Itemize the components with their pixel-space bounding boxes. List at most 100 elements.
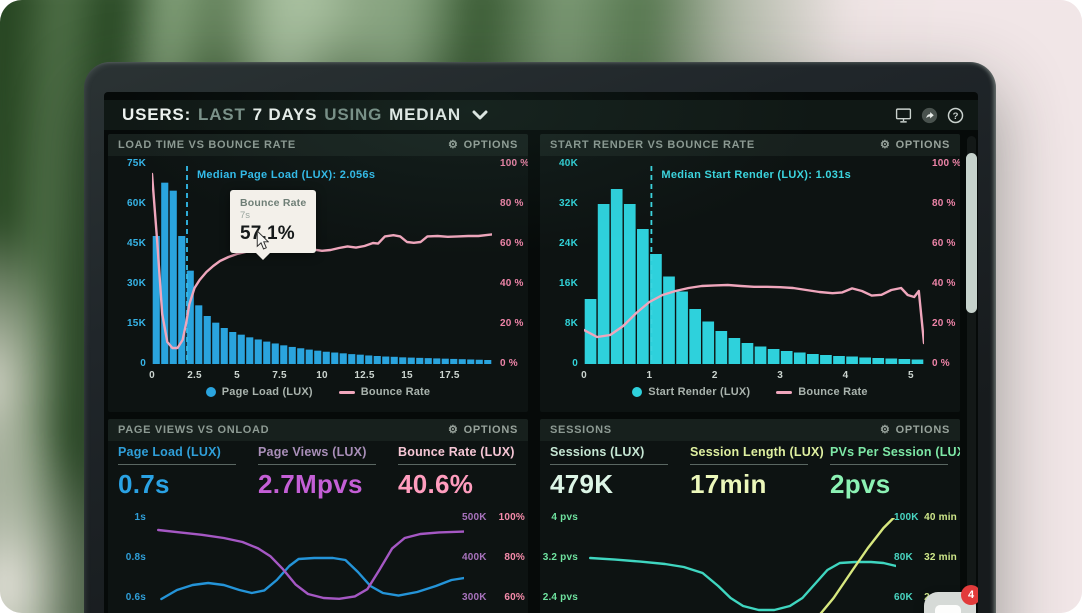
panel-header: SESSIONS ⚙ OPTIONS: [540, 419, 960, 441]
chat-window-icon: [935, 605, 961, 613]
y-axis-tick: 15K: [127, 318, 146, 329]
dropdown-label: USERS:: [122, 105, 192, 124]
metric-value: 0.7s: [118, 469, 170, 499]
x-axis-tick: 17.5: [439, 370, 460, 381]
tooltip-value: 57.1%: [240, 223, 295, 244]
y-axis-tick: 40 %: [500, 278, 524, 289]
y-axis-tick: 16K: [559, 278, 578, 289]
sparkline-svg: [588, 518, 896, 613]
x-axis-tick: 1: [646, 370, 653, 381]
panel-load-time-vs-bounce-rate: LOAD TIME VS BOUNCE RATE ⚙ OPTIONS Media…: [108, 134, 528, 412]
chart-area: Median Start Render (LUX): 1.031s Start …: [540, 156, 960, 412]
metric-divider: [118, 464, 236, 465]
metric-value: 2pvs: [830, 469, 891, 499]
panel-header: PAGE VIEWS VS ONLOAD ⚙ OPTIONS: [108, 419, 528, 441]
y-axis-tick: 0 %: [932, 358, 950, 369]
y-axis-tick: 0 %: [500, 358, 518, 369]
metric-divider: [550, 464, 668, 465]
sparkline-svg: [156, 528, 464, 601]
metric-row: Sessions (LUX) 479K Session Length (LUX)…: [550, 445, 960, 500]
plot-area: Median Page Load (LUX): 2.056s Bounce Ra…: [152, 164, 492, 364]
histogram-svg: [584, 166, 924, 364]
chart-legend: Start Render (LUX) Bounce Rate: [540, 386, 960, 398]
y-axis-tick: 3.2 pvs: [542, 552, 578, 563]
x-axis-tick: 10: [316, 370, 328, 381]
metric-label: PVs Per Session (LUX): [830, 445, 960, 459]
y-axis-tick: 20 %: [932, 318, 956, 329]
metric-value: 17min: [690, 469, 767, 499]
y-axis-tick: 100 %: [932, 158, 960, 169]
panel-title: LOAD TIME VS BOUNCE RATE: [118, 139, 296, 151]
scrollbar-thumb[interactable]: [966, 153, 977, 313]
help-icon[interactable]: ?: [947, 107, 964, 124]
y-axis-tick: 24K: [559, 238, 578, 249]
chevron-down-icon: [472, 110, 488, 120]
metric-page-views: Page Views (LUX) 2.7Mpvs: [258, 445, 376, 500]
dashboard-header: USERS: LAST 7 DAYS USING MEDIAN ?: [104, 100, 978, 130]
metric-label: Bounce Rate (LUX): [398, 445, 515, 459]
x-axis-tick: 7.5: [272, 370, 287, 381]
y-axis-tick: 1s: [134, 512, 146, 523]
panel-header: START RENDER VS BOUNCE RATE ⚙ OPTIONS: [540, 134, 960, 156]
metric-label: Sessions (LUX): [550, 445, 645, 459]
metric-pvs-per-session: PVs Per Session (LUX) 2pvs: [830, 445, 960, 500]
gear-icon: ⚙: [448, 138, 459, 151]
legend-bounce-rate[interactable]: Bounce Rate: [338, 386, 430, 398]
histogram-svg: [152, 166, 492, 364]
y-axis-tick: 75K: [127, 158, 146, 169]
y-axis-tick: 60K: [127, 198, 146, 209]
scrollbar-track[interactable]: [967, 136, 976, 613]
x-axis-tick: 2.5: [187, 370, 202, 381]
metric-bounce-rate: Bounce Rate (LUX) 40.6%: [398, 445, 516, 500]
x-axis-tick: 5: [234, 370, 240, 381]
legend-start-render[interactable]: Start Render (LUX): [632, 386, 750, 398]
laptop: USERS: LAST 7 DAYS USING MEDIAN ?: [84, 62, 996, 613]
metric-value: 479K: [550, 469, 614, 499]
timeframe-dropdown[interactable]: USERS: LAST 7 DAYS USING MEDIAN: [122, 105, 488, 125]
gear-icon: ⚙: [880, 423, 891, 436]
options-button[interactable]: ⚙ OPTIONS: [880, 138, 950, 151]
tooltip-title: Bounce Rate: [240, 197, 307, 209]
y-axis-tick: 0.6s: [125, 592, 146, 603]
y-axis-tick: 60 %: [500, 238, 524, 249]
chat-widget-button[interactable]: 4: [924, 585, 978, 613]
y-axis-tick: 0.8s: [125, 552, 146, 563]
y-axis-tick: 8K: [564, 318, 578, 329]
options-button[interactable]: ⚙ OPTIONS: [448, 138, 518, 151]
display-icon[interactable]: [895, 107, 912, 124]
tooltip-subtitle: 7s: [240, 210, 251, 221]
legend-dot-icon: [205, 387, 216, 397]
y-axis-tick: 20 %: [500, 318, 524, 329]
metric-divider: [258, 464, 376, 465]
y-axis-tick: 0: [140, 358, 146, 369]
y-axis-tick: 300K 60%: [462, 592, 525, 603]
legend-bounce-rate[interactable]: Bounce Rate: [776, 386, 868, 398]
gear-icon: ⚙: [448, 423, 459, 436]
y-axis-tick: 500K 100%: [462, 512, 525, 523]
y-axis-tick: 32K: [559, 198, 578, 209]
y-axis-tick: 400K 80%: [462, 552, 525, 563]
chart-area: Median Page Load (LUX): 2.056s Bounce Ra…: [108, 156, 528, 412]
panel-sessions: SESSIONS ⚙ OPTIONS Sessions (LUX) 479K S…: [540, 419, 960, 613]
legend-page-load[interactable]: Page Load (LUX): [205, 386, 313, 398]
tooltip: Bounce Rate 7s 57.1%: [230, 190, 317, 260]
x-axis-tick: 2: [711, 370, 718, 381]
notification-badge: 4: [961, 585, 978, 605]
options-button[interactable]: ⚙ OPTIONS: [448, 423, 518, 436]
x-axis-tick: 12.5: [354, 370, 375, 381]
panel-title: SESSIONS: [550, 424, 612, 436]
plot-area: Median Start Render (LUX): 1.031s: [584, 164, 924, 364]
legend-line-icon: [338, 390, 355, 394]
x-axis-tick: 15: [401, 370, 413, 381]
y-axis-tick: 100 %: [500, 158, 528, 169]
metric-page-load: Page Load (LUX) 0.7s: [118, 445, 236, 500]
y-axis-tick: 0: [572, 358, 578, 369]
y-axis-tick: 80K 32 min: [894, 552, 957, 563]
share-icon[interactable]: [921, 107, 938, 124]
metric-row: Page Load (LUX) 0.7s Page Views (LUX) 2.…: [118, 445, 516, 500]
y-axis-tick: 45K: [127, 238, 146, 249]
metric-divider: [398, 464, 516, 465]
sparkline-area: 1s 0.8s 0.6s 500K 100% 400K 80% 300K 60%: [108, 441, 528, 613]
options-button[interactable]: ⚙ OPTIONS: [880, 423, 950, 436]
